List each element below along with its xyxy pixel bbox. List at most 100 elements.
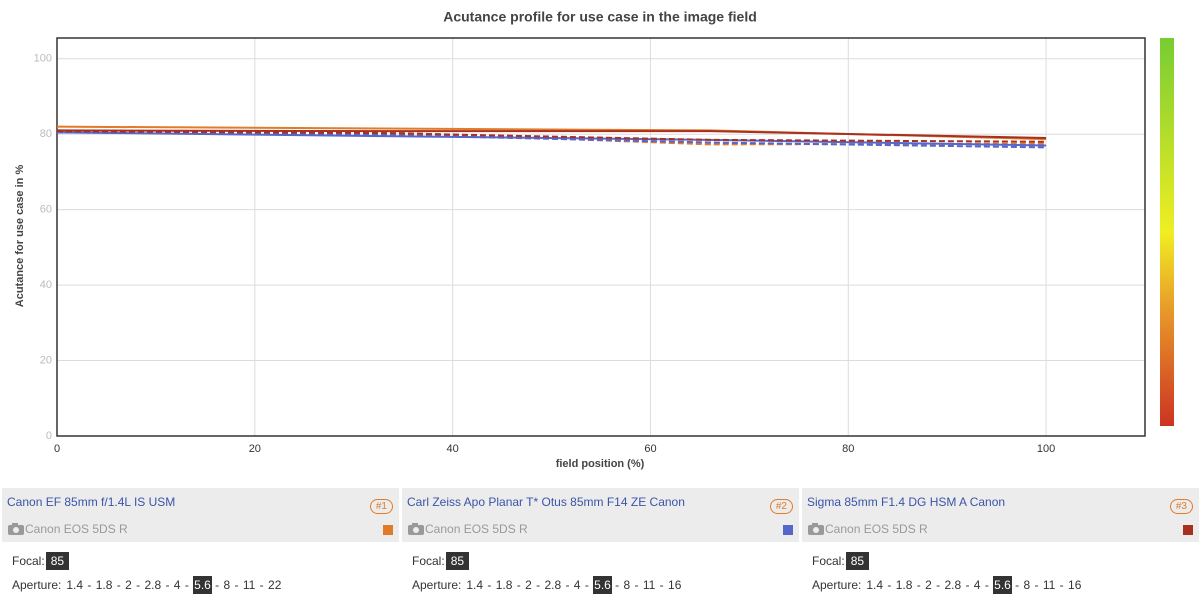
x-tick-label: 40	[447, 443, 459, 455]
chart-title: Acutance profile for use case in the ima…	[443, 9, 757, 25]
separator	[562, 578, 573, 592]
camera-icon	[8, 523, 24, 535]
separator	[581, 578, 592, 592]
aperture-row: Aperture: 1.4 1.8 2 2.8 4 5.6 8 11 16	[812, 576, 1082, 594]
y-tick-label: 0	[46, 430, 52, 442]
focal-row: Focal: 85	[12, 552, 70, 570]
camera: Canon EOS 5DS R	[407, 522, 528, 536]
aperture-label: Aperture:	[412, 578, 462, 592]
x-tick-label: 100	[1037, 443, 1055, 455]
aperture-option[interactable]: 16	[668, 578, 682, 592]
aperture-option[interactable]: 1.4	[466, 578, 484, 592]
aperture-option[interactable]: 1.4	[66, 578, 84, 592]
aperture-option[interactable]: 4	[173, 578, 181, 592]
x-tick-label: 80	[842, 443, 854, 455]
separator	[162, 578, 173, 592]
chart: Acutance profile for use case in the ima…	[14, 9, 1174, 470]
series-line	[56, 130, 1047, 143]
aperture-option[interactable]: 11	[242, 578, 256, 592]
aperture-label: Aperture:	[812, 578, 862, 592]
separator	[181, 578, 192, 592]
aperture-option[interactable]: 22	[268, 578, 282, 592]
aperture-option[interactable]: 2	[125, 578, 132, 592]
separator	[533, 578, 544, 592]
focal-value: 85	[845, 552, 870, 570]
x-tick-label: 20	[249, 443, 261, 455]
aperture-label: Aperture:	[12, 578, 62, 592]
focal-label: Focal:	[812, 554, 845, 568]
aperture-option[interactable]: 1.8	[895, 578, 913, 592]
lens-name[interactable]: Carl Zeiss Apo Planar T* Otus 85mm F14 Z…	[407, 495, 685, 509]
separator	[884, 578, 895, 592]
separator	[256, 578, 267, 592]
series-line	[56, 131, 1047, 149]
aperture-option[interactable]: 8	[223, 578, 231, 592]
camera: Canon EOS 5DS R	[807, 522, 928, 536]
focal-row: Focal: 85	[412, 552, 470, 570]
aperture-option[interactable]: 11	[1042, 578, 1056, 592]
focal-row: Focal: 85	[812, 552, 870, 570]
aperture-option[interactable]: 2	[525, 578, 532, 592]
color-swatch	[783, 525, 793, 535]
aperture-option[interactable]: 2.8	[544, 578, 562, 592]
separator	[612, 578, 623, 592]
separator	[212, 578, 223, 592]
color-swatch	[1183, 525, 1193, 535]
plot-frame	[56, 37, 1146, 437]
aperture-option[interactable]: 2	[925, 578, 932, 592]
lens-name[interactable]: Canon EF 85mm f/1.4L IS USM	[7, 495, 176, 509]
separator	[113, 578, 124, 592]
aperture-option[interactable]: 16	[1068, 578, 1082, 592]
aperture-option[interactable]: 11	[642, 578, 656, 592]
separator	[133, 578, 144, 592]
aperture-option[interactable]: 2.8	[944, 578, 962, 592]
aperture-option[interactable]: 1.8	[495, 578, 513, 592]
y-tick-label: 80	[40, 128, 52, 140]
aperture-option[interactable]: 8	[623, 578, 631, 592]
separator	[631, 578, 642, 592]
separator	[656, 578, 667, 592]
focal-label: Focal:	[12, 554, 45, 568]
aperture-option[interactable]: 1.8	[95, 578, 113, 592]
x-tick-label: 60	[644, 443, 656, 455]
focal-label: Focal:	[412, 554, 445, 568]
separator	[513, 578, 524, 592]
lens-panel: Canon EF 85mm f/1.4L IS USM #1 Canon EOS 5…	[2, 488, 399, 600]
camera-name: Canon EOS 5DS R	[25, 522, 128, 536]
aperture-option[interactable]: 4	[573, 578, 581, 592]
lens-badge: #3	[1169, 499, 1193, 514]
aperture-row: Aperture: 1.4 1.8 2 2.8 4 5.6 8 11 22	[12, 576, 282, 594]
aperture-option[interactable]: 4	[973, 578, 981, 592]
x-tick-label: 0	[54, 443, 60, 455]
camera-name: Canon EOS 5DS R	[425, 522, 528, 536]
x-axis-label: field position (%)	[556, 458, 645, 470]
focal-value: 85	[445, 552, 470, 570]
focal-value: 85	[45, 552, 70, 570]
separator	[1031, 578, 1042, 592]
y-axis-label: Acutance for use case in %	[14, 165, 26, 308]
separator	[231, 578, 242, 592]
y-tick-label: 20	[40, 354, 52, 366]
panel-header: Sigma 85mm F1.4 DG HSM A Canon #3 Canon EO…	[802, 488, 1199, 542]
lens-name[interactable]: Sigma 85mm F1.4 DG HSM A Canon	[807, 495, 1006, 509]
aperture-option[interactable]: 8	[1023, 578, 1031, 592]
series-line	[56, 129, 1047, 139]
separator	[1056, 578, 1067, 592]
camera: Canon EOS 5DS R	[7, 522, 128, 536]
aperture-option[interactable]: 5.6	[593, 576, 612, 594]
aperture-option[interactable]: 2.8	[144, 578, 162, 592]
aperture-option[interactable]: 1.4	[866, 578, 884, 592]
separator	[484, 578, 495, 592]
aperture-option[interactable]: 5.6	[993, 576, 1012, 594]
camera-icon	[408, 523, 424, 535]
lens-panel: Sigma 85mm F1.4 DG HSM A Canon #3 Canon EO…	[802, 488, 1199, 600]
aperture-option[interactable]: 5.6	[193, 576, 212, 594]
lens-panel: Carl Zeiss Apo Planar T* Otus 85mm F14 Z…	[402, 488, 799, 600]
separator	[981, 578, 992, 592]
lens-badge: #1	[369, 499, 393, 514]
separator	[84, 578, 95, 592]
color-scale	[1160, 38, 1174, 426]
y-tick-label: 40	[40, 279, 52, 291]
y-tick-label: 60	[40, 204, 52, 216]
